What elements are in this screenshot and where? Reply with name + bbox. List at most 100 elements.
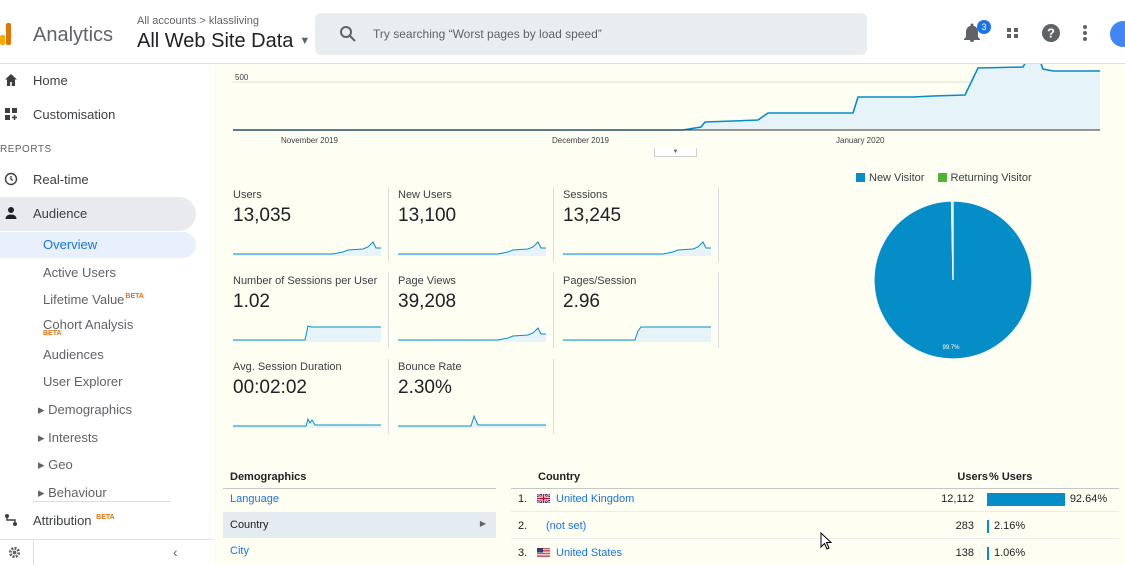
sidebar-item-label: Home xyxy=(33,73,68,88)
demographics-row-country[interactable]: Country ▶ xyxy=(223,512,496,538)
sidebar-item-active-users[interactable]: Active Users xyxy=(0,260,196,286)
sidebar-item-label: Customisation xyxy=(33,107,116,122)
metric-separator xyxy=(718,187,719,262)
col-pct-users[interactable]: % Users xyxy=(989,471,1033,483)
help-icon[interactable]: ? xyxy=(1040,22,1062,44)
gear-icon[interactable] xyxy=(8,546,21,559)
sidebar-item-geo[interactable]: ▸ Geo xyxy=(0,452,196,478)
country-table-header: Country Users % Users xyxy=(511,464,1119,489)
bell-icon[interactable] xyxy=(961,22,983,44)
svg-text:?: ? xyxy=(1047,26,1055,41)
pct-value: 1.06% xyxy=(994,547,1026,559)
search-box[interactable] xyxy=(315,13,867,55)
metric-separator xyxy=(553,359,554,434)
sidebar-item-attribution[interactable]: Attribution BETA xyxy=(0,504,196,538)
metric-sparkline xyxy=(398,327,546,342)
sidebar-item-lifetime-value[interactable]: Lifetime ValueBETA xyxy=(0,287,196,313)
chart-resize-handle[interactable]: ▼ xyxy=(654,148,697,157)
x-tick-label: December 2019 xyxy=(552,136,609,145)
sidebar-footer: ‹ xyxy=(0,539,213,565)
metric-bounce-rate[interactable]: Bounce Rate 2.30% xyxy=(398,361,556,445)
sidebar-item-label: Active Users xyxy=(43,265,116,280)
sidebar-item-customisation[interactable]: Customisation xyxy=(0,98,196,132)
country-link[interactable]: United Kingdom xyxy=(556,493,635,505)
pie-slice-returning-visitor[interactable] xyxy=(950,200,954,281)
metric-sparkline xyxy=(563,241,711,256)
sidebar-item-label: ▸ Behaviour xyxy=(38,485,107,500)
sidebar-item-behaviour[interactable]: ▸ Behaviour xyxy=(0,480,196,506)
legend-label: Returning Visitor xyxy=(950,172,1032,184)
country-link[interactable]: (not set) xyxy=(546,520,587,532)
demographics-row-language[interactable]: Language xyxy=(223,486,496,512)
sidebar-item-overview[interactable]: Overview xyxy=(0,232,196,258)
metric-sparkline xyxy=(398,241,546,256)
metric-separator xyxy=(388,187,389,262)
demographics-row-city[interactable]: City xyxy=(223,538,496,564)
apps-grid-icon[interactable] xyxy=(1003,22,1025,44)
analytics-logo[interactable] xyxy=(0,23,14,45)
legend-item-returning-visitor[interactable]: Returning Visitor xyxy=(937,172,1032,184)
users-value: 283 xyxy=(955,520,974,532)
reports-section-label: REPORTS xyxy=(0,144,52,155)
visitor-pie-chart[interactable]: 99.7% xyxy=(873,200,1033,360)
metric-value: 13,245 xyxy=(563,205,622,226)
sidebar-item-audience[interactable]: Audience xyxy=(0,197,196,231)
table-row: 3. United States 138 1.06% xyxy=(511,539,1119,565)
sidebar-item-label: Real-time xyxy=(33,172,89,187)
metric-name: Page Views xyxy=(398,275,456,287)
us-flag-icon xyxy=(537,548,550,557)
sidebar-item-interests[interactable]: ▸ Interests xyxy=(0,425,196,451)
collapse-sidebar-icon[interactable]: ‹ xyxy=(173,544,178,560)
pie-slice-label: 99.7% xyxy=(942,345,960,351)
legend-label: New Visitor xyxy=(869,172,925,184)
search-icon xyxy=(340,26,356,42)
sidebar-item-cohort-analysis[interactable]: Cohort Analysis BETA xyxy=(0,312,196,342)
pct-value: 92.64% xyxy=(1069,493,1108,505)
property-selector[interactable]: All Web Site Data ▼ xyxy=(137,30,310,53)
metric-sparkline xyxy=(233,417,381,428)
more-vert-icon[interactable] xyxy=(1074,22,1096,44)
legend-item-new-visitor[interactable]: New Visitor xyxy=(856,172,924,184)
footer-divider xyxy=(33,540,34,565)
metric-sessions[interactable]: Sessions 13,245 xyxy=(563,189,721,273)
metric-avg-session-duration[interactable]: Avg. Session Duration 00:02:02 xyxy=(233,361,391,445)
users-value: 12,112 xyxy=(941,493,974,505)
col-users[interactable]: Users xyxy=(957,471,988,483)
sidebar-item-label: Lifetime ValueBETA xyxy=(43,292,144,307)
metric-value: 39,208 xyxy=(398,291,457,312)
country-link[interactable]: United States xyxy=(556,547,623,559)
pct-bar xyxy=(987,493,1065,506)
metric-value: 2.30% xyxy=(398,377,452,398)
sidebar-item-home[interactable]: Home xyxy=(0,64,196,98)
metric-sparkline xyxy=(398,414,546,428)
sidebar-item-realtime[interactable]: Real-time xyxy=(0,163,196,197)
search-input[interactable] xyxy=(373,25,843,43)
x-tick-label: January 2020 xyxy=(836,136,885,145)
table-row: 2. (not set) 283 2.16% xyxy=(511,512,1119,539)
sidebar-item-label: ▸ Demographics xyxy=(38,402,132,417)
metric-value: 2.96 xyxy=(563,291,600,312)
metric-sparkline xyxy=(233,241,381,256)
breadcrumb[interactable]: All accounts > klassliving xyxy=(137,15,259,27)
metric-page-views[interactable]: Page Views 39,208 xyxy=(398,275,556,359)
sidebar-item-audiences[interactable]: Audiences xyxy=(0,342,196,368)
metric-sessions-per-user[interactable]: Number of Sessions per User 1.02 xyxy=(233,275,391,359)
chevron-right-icon: ▶ xyxy=(479,519,486,528)
col-country[interactable]: Country xyxy=(538,471,581,483)
sidebar-item-user-explorer[interactable]: User Explorer xyxy=(0,369,196,395)
sidebar: Home Customisation REPORTS Real-time Aud… xyxy=(0,64,213,565)
metric-pages-per-session[interactable]: Pages/Session 2.96 xyxy=(563,275,721,359)
metric-users[interactable]: Users 13,035 xyxy=(233,189,391,273)
users-series-line xyxy=(233,64,1100,131)
sidebar-item-label: Audience xyxy=(33,206,88,221)
sidebar-item-demographics[interactable]: ▸ Demographics xyxy=(0,397,196,423)
avatar[interactable] xyxy=(1110,21,1125,47)
label-text: Attribution xyxy=(33,513,92,528)
person-icon xyxy=(5,207,17,219)
metric-name: Bounce Rate xyxy=(398,361,462,373)
beta-badge: BETA xyxy=(96,514,115,521)
metric-name: Sessions xyxy=(563,189,608,201)
notification-badge: 3 xyxy=(977,20,991,34)
uk-flag-icon xyxy=(537,494,550,503)
metric-new-users[interactable]: New Users 13,100 xyxy=(398,189,556,273)
